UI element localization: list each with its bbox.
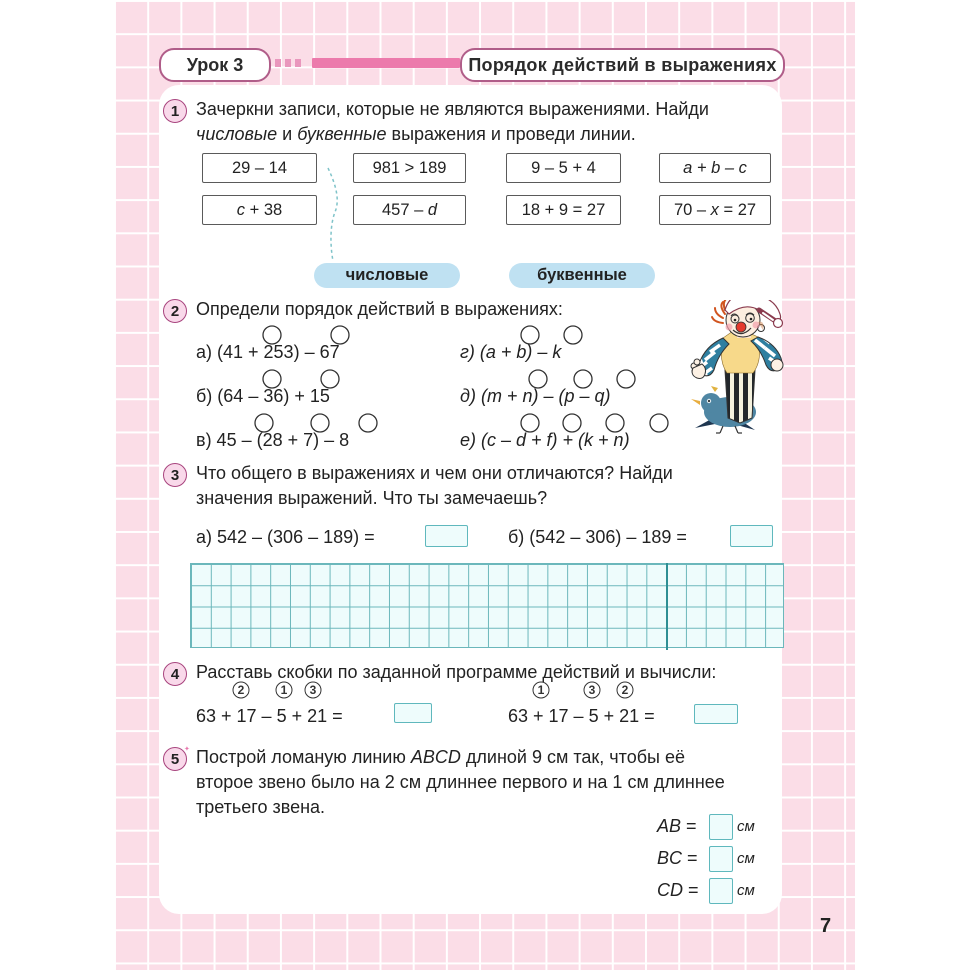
svg-text:1: 1 <box>538 683 545 697</box>
svg-text:3: 3 <box>310 683 317 697</box>
svg-text:3: 3 <box>589 683 596 697</box>
svg-text:2: 2 <box>238 683 245 697</box>
svg-text:1: 1 <box>281 683 288 697</box>
svg-text:2: 2 <box>622 683 629 697</box>
